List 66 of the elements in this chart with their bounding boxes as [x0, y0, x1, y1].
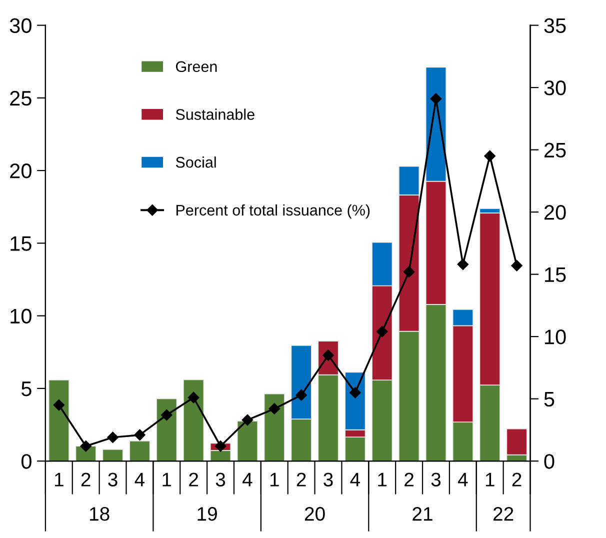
x-tick-label: 3: [108, 472, 118, 486]
point: [188, 392, 200, 404]
y2-tick-label: 25: [544, 142, 566, 158]
point: [161, 409, 172, 421]
y-tick-label: 5: [22, 382, 32, 396]
bar: [183, 379, 204, 462]
point: [242, 414, 254, 426]
x-tick-label: 2: [512, 472, 522, 486]
text: 21: [412, 506, 432, 521]
legend-label: Sustainable: [176, 108, 254, 120]
y2-tick-label: 35: [544, 18, 566, 34]
x-tick-label: 3: [324, 472, 333, 486]
x-tick-label: 2: [404, 472, 414, 486]
bar: [156, 398, 178, 462]
point: [268, 403, 280, 414]
point: [403, 266, 415, 278]
x-tick-label: 1: [378, 472, 387, 486]
legend-label: Green: [176, 61, 217, 72]
legend-label: Percent of total issuance (%): [176, 204, 370, 219]
point: [350, 386, 361, 398]
x-tick-label: 3: [216, 472, 226, 486]
y2-tick-label: 15: [545, 268, 566, 282]
point: [296, 389, 307, 401]
x-tick-label: 2: [296, 472, 306, 486]
x-tick-label: 4: [134, 472, 145, 486]
y-tick-label: 25: [10, 90, 32, 106]
x-tick-label: 4: [242, 472, 252, 486]
point: [457, 258, 469, 270]
text: 20: [304, 506, 325, 521]
bar: [48, 380, 70, 462]
x-tick-label: 4: [350, 472, 360, 486]
y-tick-label: 15: [10, 236, 32, 251]
y2-tick-label: 0: [544, 454, 554, 469]
y-tick-label: 10: [10, 308, 32, 324]
x-tick-label: 4: [458, 472, 468, 486]
x-tick-label: 2: [189, 472, 198, 486]
x-tick-label: 1: [270, 472, 279, 486]
text: 22: [493, 506, 514, 521]
legend-label: Social: [176, 156, 216, 168]
point: [53, 399, 65, 411]
bar: [236, 420, 258, 462]
x-tick-label: 1: [162, 472, 172, 486]
point: [80, 440, 92, 452]
y-tick-label: 20: [10, 164, 32, 178]
point: [107, 432, 118, 444]
x-tick-label: 1: [54, 472, 64, 486]
point: [134, 429, 146, 441]
point: [214, 440, 226, 452]
bar: [102, 449, 124, 462]
y2-tick-label: 5: [544, 392, 554, 407]
bar: [129, 440, 150, 462]
bar: [264, 393, 285, 462]
x-tick-label: 2: [81, 472, 90, 486]
text: 19: [198, 506, 217, 521]
point: [484, 150, 496, 162]
x-tick-label: 1: [486, 472, 494, 486]
y-tick-label: 0: [21, 454, 32, 469]
y-tick-label: 30: [10, 18, 32, 34]
point: [376, 326, 388, 338]
point: [430, 93, 442, 104]
y2-tick-label: 10: [545, 330, 566, 344]
x-tick-label: 3: [431, 472, 441, 486]
point: [511, 260, 522, 272]
y2-tick-label: 20: [544, 205, 566, 220]
text: 18: [90, 506, 110, 521]
y2-tick-label: 30: [544, 80, 566, 96]
